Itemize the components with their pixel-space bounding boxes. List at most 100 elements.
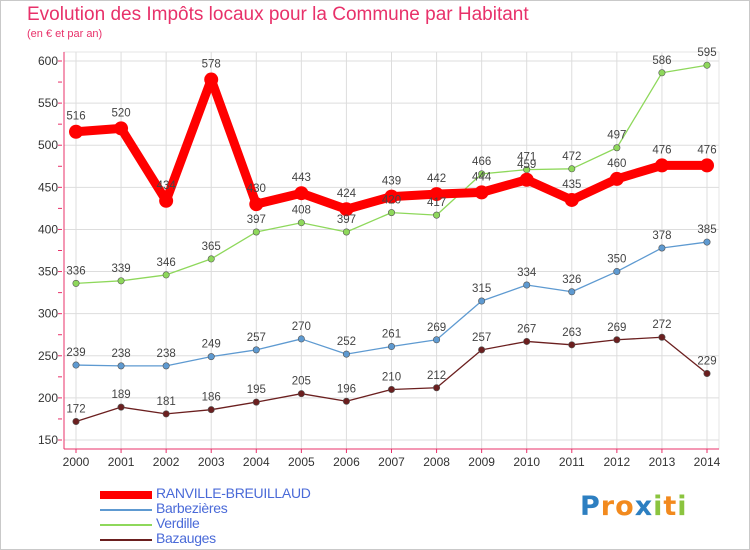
data-label: 397 <box>337 214 356 226</box>
data-label: 195 <box>247 384 266 396</box>
data-label: 430 <box>247 183 266 195</box>
legend-label: RANVILLE-BREUILLAUD <box>156 485 311 501</box>
data-point <box>568 288 576 296</box>
data-point <box>159 193 174 208</box>
data-label: 238 <box>157 348 176 360</box>
logo-letter: r <box>600 491 616 522</box>
data-point <box>433 336 441 344</box>
data-label: 181 <box>157 396 176 408</box>
data-point <box>613 268 621 276</box>
logo-letter: o <box>615 491 635 522</box>
data-label: 365 <box>202 241 221 253</box>
data-point <box>613 336 621 344</box>
logo-letter: x <box>634 491 654 522</box>
data-point <box>162 271 170 279</box>
logo-letter: P <box>580 491 601 522</box>
y-tick-label: 350 <box>38 265 58 279</box>
data-label: 336 <box>66 265 85 277</box>
data-point <box>703 369 711 377</box>
data-label: 263 <box>562 327 581 339</box>
data-label: 315 <box>472 283 491 295</box>
data-label: 444 <box>472 171 492 183</box>
data-label: 442 <box>427 173 446 185</box>
x-tick-label: 2000 <box>63 455 90 469</box>
data-label: 252 <box>337 336 356 348</box>
data-point <box>658 69 666 77</box>
y-tick-label: 400 <box>38 222 58 236</box>
x-tick-label: 2010 <box>513 455 540 469</box>
data-label: 434 <box>157 180 177 192</box>
data-label: 229 <box>697 355 716 367</box>
data-point <box>162 410 170 418</box>
data-point <box>387 385 395 393</box>
x-tick-label: 2006 <box>333 455 360 469</box>
data-point <box>72 417 80 425</box>
data-point <box>609 171 624 186</box>
data-point <box>433 211 441 219</box>
data-point <box>703 61 711 69</box>
data-label: 210 <box>382 371 401 383</box>
data-label: 443 <box>292 172 311 184</box>
data-point <box>294 186 309 201</box>
data-label: 205 <box>292 376 311 388</box>
data-point <box>703 238 711 246</box>
data-label: 578 <box>202 59 221 71</box>
data-label: 586 <box>652 55 671 67</box>
data-label: 476 <box>697 144 716 156</box>
data-label: 326 <box>562 274 581 286</box>
legend-label: Bazauges <box>156 530 216 546</box>
x-tick-label: 2014 <box>694 455 721 469</box>
y-tick-label: 200 <box>38 391 58 405</box>
data-label: 339 <box>111 263 130 275</box>
data-point <box>249 197 264 212</box>
data-label: 267 <box>517 323 536 335</box>
data-label: 239 <box>66 347 85 359</box>
data-point <box>519 172 534 187</box>
data-point <box>523 337 531 345</box>
data-label: 420 <box>382 195 401 207</box>
y-tick-label: 150 <box>38 433 58 447</box>
data-label: 272 <box>652 319 671 331</box>
data-point <box>429 187 444 202</box>
data-point <box>204 72 219 87</box>
data-point <box>342 350 350 358</box>
chart-title: Evolution des Impôts locaux pour la Comm… <box>27 4 529 25</box>
logo-letter: t <box>663 491 678 522</box>
data-point <box>162 362 170 370</box>
data-label: 270 <box>292 321 311 333</box>
data-point <box>297 390 305 398</box>
data-point <box>700 158 714 173</box>
data-point <box>252 398 260 406</box>
data-point <box>384 189 399 204</box>
data-point <box>433 384 441 392</box>
x-tick-label: 2013 <box>649 455 676 469</box>
data-point <box>613 144 621 152</box>
data-label: 186 <box>202 392 221 404</box>
data-label: 196 <box>337 383 356 395</box>
data-point <box>297 219 305 227</box>
data-label: 350 <box>607 254 626 266</box>
data-label: 439 <box>382 176 401 188</box>
data-label: 595 <box>697 47 716 59</box>
chart-subtitle: (en € et par an) <box>27 28 103 40</box>
y-tick-label: 250 <box>38 349 58 363</box>
legend-swatch <box>100 524 152 526</box>
data-label: 257 <box>247 332 266 344</box>
data-label: 269 <box>607 322 626 334</box>
data-label: 471 <box>517 152 536 164</box>
data-label: 466 <box>472 156 491 168</box>
x-tick-label: 2012 <box>604 455 631 469</box>
data-label: 516 <box>66 111 85 123</box>
proxiti-logo: Proxiti <box>580 491 688 522</box>
data-label: 460 <box>607 158 626 170</box>
y-tick-label: 550 <box>38 96 58 110</box>
data-label: 476 <box>652 144 671 156</box>
data-point <box>342 228 350 236</box>
data-label: 189 <box>111 389 130 401</box>
data-point <box>252 228 260 236</box>
x-tick-label: 2002 <box>153 455 180 469</box>
data-point <box>568 165 576 173</box>
y-tick-label: 600 <box>38 54 58 68</box>
data-point <box>478 297 486 305</box>
